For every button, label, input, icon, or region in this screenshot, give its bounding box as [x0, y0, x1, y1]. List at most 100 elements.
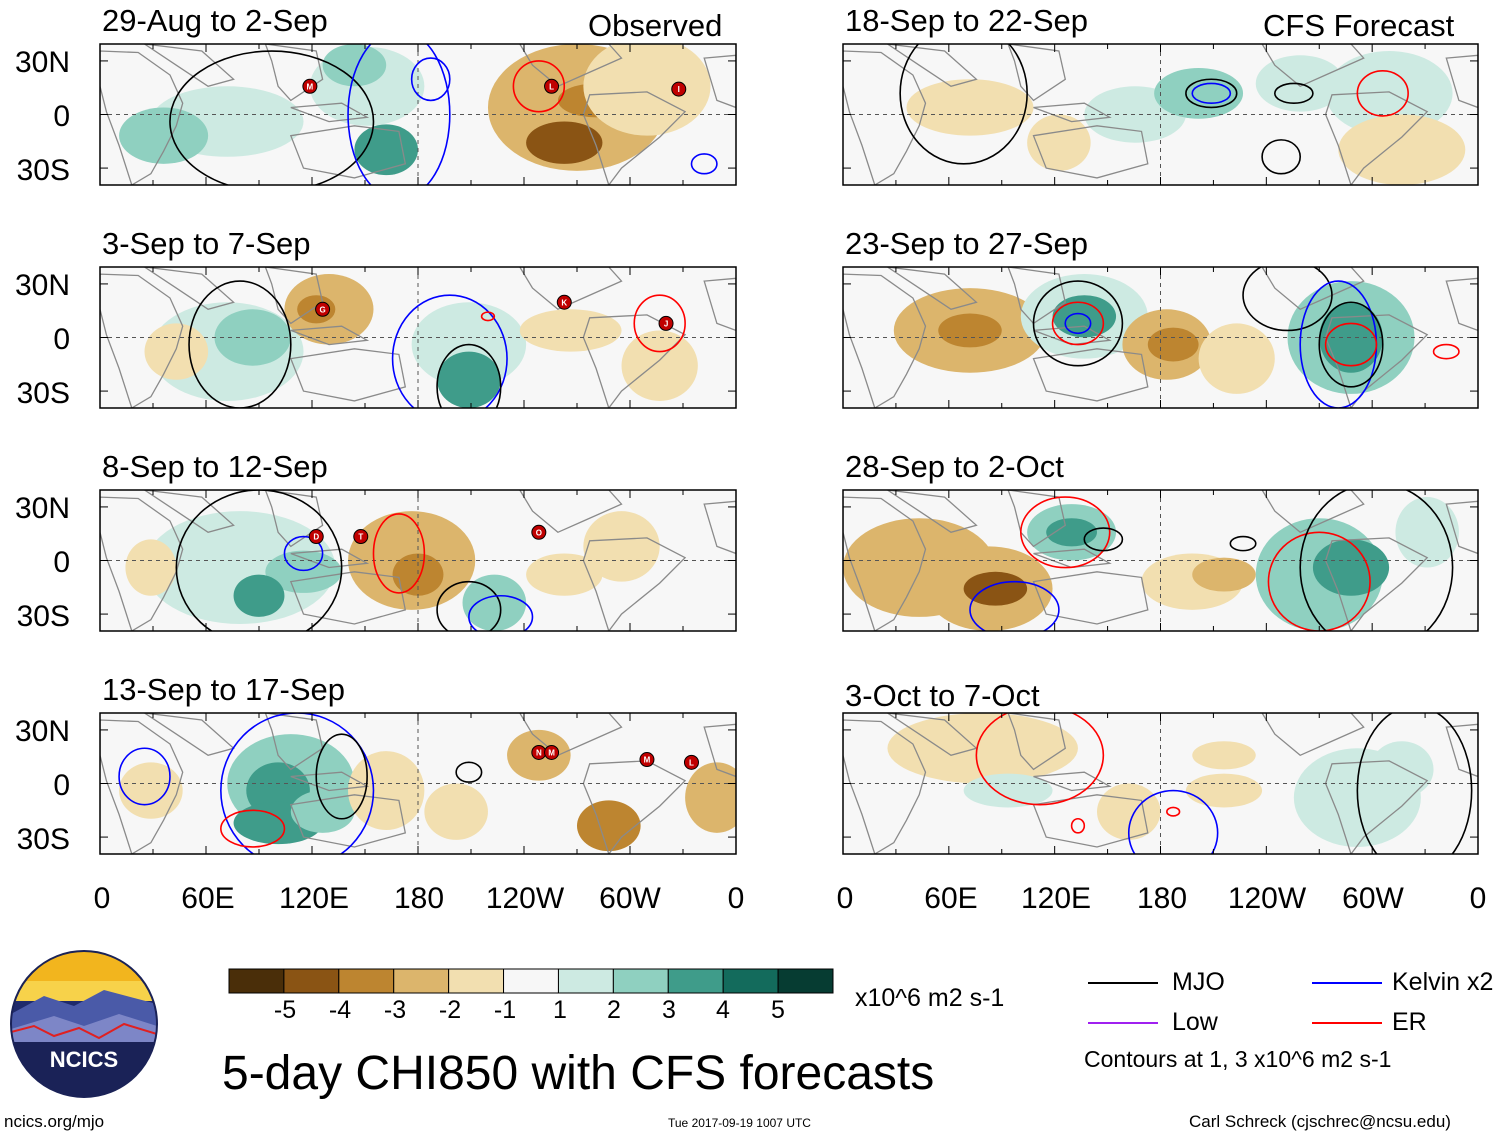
- wave-contour: [391, 294, 508, 408]
- wave-contour: [468, 594, 534, 631]
- coastline: [1445, 500, 1478, 555]
- anomaly-shading: [1027, 114, 1091, 171]
- coastline: [1033, 102, 1112, 123]
- storm-letter: T: [358, 533, 363, 542]
- wave-contour: [633, 294, 686, 353]
- legend-contour-note: Contours at 1, 3 x10^6 m2 s-1: [1084, 1046, 1392, 1072]
- map-panel-L3: N MM L: [99, 712, 737, 855]
- lon-label-360-right: 0: [1469, 882, 1487, 915]
- coastline: [843, 719, 927, 854]
- anomaly-shading: [1147, 327, 1199, 362]
- coastline: [887, 267, 978, 311]
- anomaly-shading: [938, 313, 1002, 348]
- coastline: [843, 496, 927, 631]
- wave-contour: [512, 60, 566, 113]
- coastline: [144, 490, 235, 534]
- coastline: [1261, 490, 1365, 534]
- wave-contour: [436, 580, 502, 631]
- lat-label-30s: 30S: [16, 154, 70, 187]
- wave-contour: [1356, 713, 1473, 854]
- lat-label-30n: 30N: [14, 269, 70, 302]
- anomaly-shading: [1312, 539, 1390, 596]
- lat-label-30n: 30N: [14, 46, 70, 79]
- coastline: [1445, 54, 1478, 109]
- coastline: [703, 277, 736, 332]
- colorbar-segment: [722, 968, 779, 994]
- lon-label-0-right: 0: [836, 882, 854, 915]
- anomaly-shading: [1185, 773, 1263, 808]
- lon-label-180-right: 180: [1136, 882, 1188, 915]
- panel-label-forecast-2: 23-Sep to 27-Sep: [845, 226, 1089, 261]
- anomaly-shading: [144, 323, 209, 380]
- lon-label-120e-right: 120E: [1020, 882, 1092, 915]
- wave-contour: [347, 44, 451, 185]
- coastline: [519, 713, 623, 757]
- coastline: [1324, 91, 1429, 185]
- wave-contour: [315, 733, 368, 820]
- anomaly-shading: [1198, 323, 1275, 394]
- coastline: [582, 760, 687, 854]
- wave-contour: [1083, 527, 1124, 552]
- storm-marker: [302, 78, 318, 94]
- storm-marker: [683, 754, 699, 770]
- anomaly-shading: [1192, 557, 1256, 592]
- legend-label-kelvin: Kelvin x2: [1392, 968, 1494, 996]
- coastline: [1032, 348, 1149, 402]
- colorbar-tick-label: 5: [771, 996, 785, 1024]
- colorbar-segment: [228, 968, 285, 994]
- wave-contour: [480, 311, 496, 322]
- anomaly-shading: [1338, 114, 1466, 185]
- lat-label-0: 0: [53, 769, 70, 802]
- colorbar-segment: [667, 968, 724, 994]
- lon-label-180-left: 180: [393, 882, 445, 915]
- anomaly-shading: [119, 762, 183, 819]
- ncics-logo: NCICS: [10, 950, 158, 1098]
- coastline: [264, 44, 324, 102]
- coastline: [289, 794, 407, 848]
- coastline: [582, 91, 687, 185]
- coastline: [1007, 713, 1067, 771]
- coastline: [582, 537, 687, 631]
- map-panel-R1: [842, 266, 1479, 409]
- wave-contour: [283, 535, 324, 572]
- wave-contour: [1299, 490, 1454, 631]
- storm-letter: N: [536, 748, 542, 757]
- map-panel-R3: [842, 712, 1479, 855]
- panel-content: [843, 713, 1478, 854]
- wave-contour: [1267, 531, 1371, 631]
- coastline: [1007, 44, 1067, 102]
- wave-contour: [220, 713, 375, 854]
- wave-contour: [690, 153, 718, 175]
- panel-content: [100, 44, 736, 185]
- colorbar-tick-label: -5: [273, 996, 297, 1024]
- coastline: [289, 348, 407, 402]
- anomaly-shading: [1192, 741, 1256, 770]
- wave-contour: [1273, 82, 1314, 105]
- anomaly-shading: [462, 574, 527, 631]
- anomaly-shading: [392, 553, 444, 596]
- coastline: [1261, 713, 1365, 757]
- coastline: [703, 54, 736, 109]
- colorbar-segment: [283, 968, 340, 994]
- storm-letter: O: [536, 528, 542, 537]
- wave-contour: [1051, 301, 1105, 346]
- colorbar-tick-label: 3: [662, 996, 676, 1024]
- panel-label-forecast-3: 28-Sep to 2-Oct: [845, 449, 1064, 484]
- lat-label-30n: 30N: [14, 492, 70, 525]
- storm-letter: M: [307, 82, 314, 91]
- wave-contour: [1356, 69, 1409, 117]
- legend-line-mjo: [1088, 982, 1158, 984]
- anomaly-shading: [233, 574, 285, 617]
- lon-label-360-left: 0: [727, 882, 745, 915]
- wave-contour: [1324, 322, 1378, 367]
- wave-contour: [975, 713, 1105, 806]
- lon-label-120w-left: 120W: [485, 882, 565, 915]
- wave-contour: [1191, 82, 1232, 105]
- coastline: [1032, 794, 1149, 848]
- map-panel-L1: G K J: [99, 266, 737, 409]
- colorbar-segment: [557, 968, 614, 994]
- storm-marker: [353, 529, 369, 545]
- lat-label-30s: 30S: [16, 600, 70, 633]
